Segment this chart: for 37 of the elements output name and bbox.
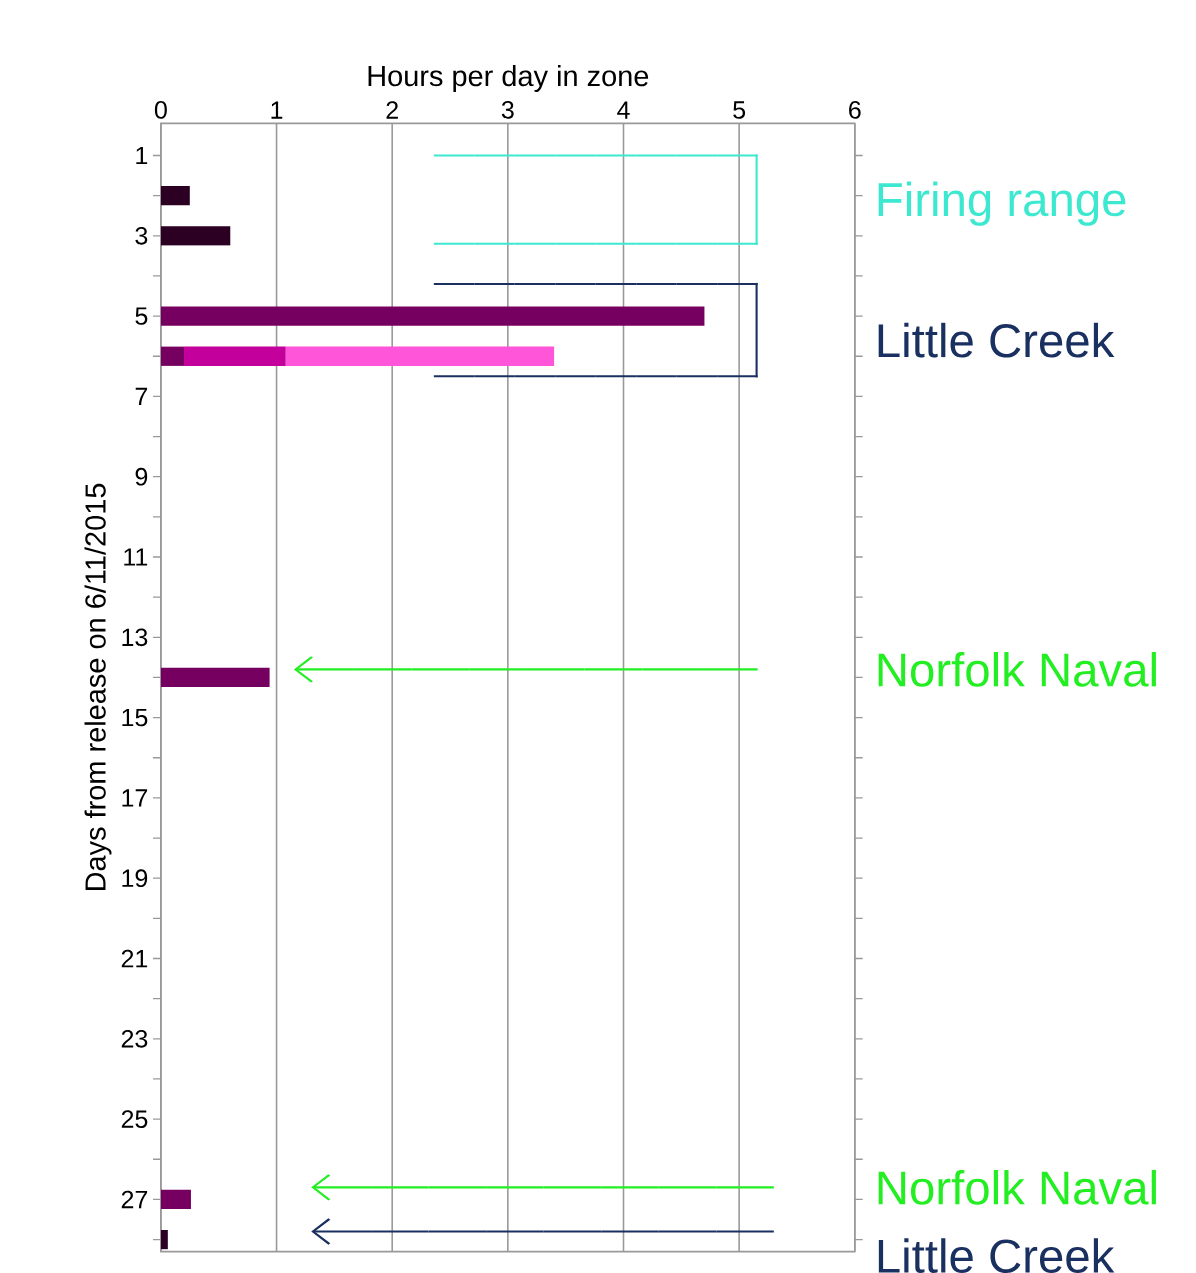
y-tick-label: 11 xyxy=(124,548,147,566)
y-tick-label: 1 xyxy=(136,146,147,165)
y-tick-label: 9 xyxy=(135,467,147,486)
text: Norfolk Naval xyxy=(878,1169,1156,1205)
y-tick-label: 3 xyxy=(135,226,148,245)
bar xyxy=(160,346,184,366)
text: Little Creek xyxy=(878,322,1115,358)
y-tick-label: 7 xyxy=(135,387,147,405)
bar xyxy=(285,346,554,366)
bar xyxy=(160,186,190,206)
bar xyxy=(160,306,705,326)
text: Little Creek xyxy=(878,1238,1115,1273)
y-tick-label: 5 xyxy=(135,307,148,325)
x-tick-label: 3 xyxy=(501,101,514,119)
y-tick-label: 19 xyxy=(122,869,147,888)
x-tick-label: 0 xyxy=(154,101,167,119)
bar xyxy=(160,667,270,688)
y-axis-title: Days from release on 6/11/2015 xyxy=(84,483,112,891)
x-tick-label: 2 xyxy=(386,101,398,119)
x-tick-label: 4 xyxy=(616,101,630,119)
bar xyxy=(160,1189,191,1210)
x-axis-title: Hours per day in zone xyxy=(368,64,648,92)
x-tick-label: 5 xyxy=(733,101,745,119)
y-tick-label: 27 xyxy=(121,1190,147,1209)
y-tick-label: 25 xyxy=(121,1110,148,1128)
y-tick-label: 17 xyxy=(122,789,147,807)
y-tick-label: 23 xyxy=(121,1029,148,1048)
text: Firing range xyxy=(878,181,1126,226)
y-tick-label: 21 xyxy=(121,949,147,968)
x-tick-label: 1 xyxy=(271,101,283,119)
text: Norfolk Naval xyxy=(878,652,1156,687)
bar xyxy=(183,346,286,366)
bar xyxy=(160,226,231,246)
y-tick-label: 13 xyxy=(122,628,148,647)
bar xyxy=(160,1229,168,1250)
x-tick-label: 6 xyxy=(848,101,861,119)
y-tick-label: 15 xyxy=(122,708,148,727)
